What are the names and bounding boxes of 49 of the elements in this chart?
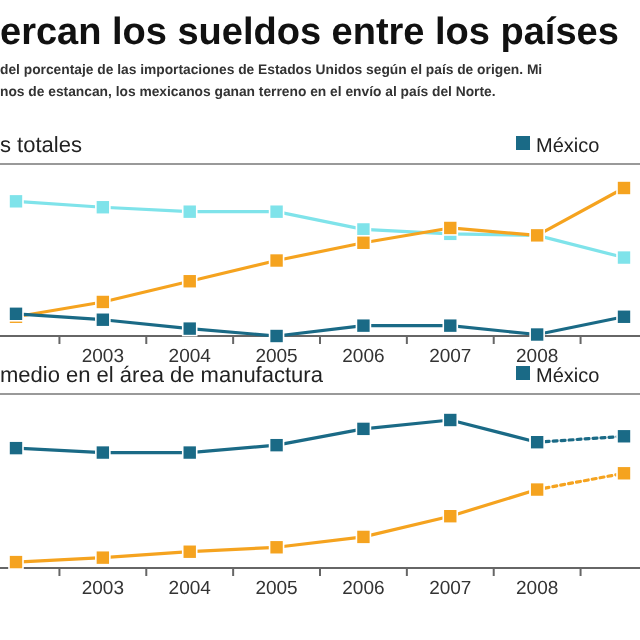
point — [268, 437, 285, 453]
point — [442, 317, 459, 334]
point — [529, 326, 545, 343]
x-tick-label: 2003 — [81, 346, 124, 368]
point — [8, 554, 24, 570]
point — [442, 220, 459, 236]
x-tick-label: 2007 — [429, 578, 472, 600]
point — [268, 539, 285, 556]
point — [181, 320, 198, 337]
point — [8, 440, 24, 456]
point — [8, 193, 24, 210]
x-tick-label: 2005 — [255, 578, 298, 600]
point — [268, 252, 285, 269]
point — [181, 203, 198, 220]
legend-label: México — [536, 366, 601, 388]
point — [268, 203, 285, 220]
point — [95, 199, 111, 216]
point — [616, 180, 632, 196]
text: medio en el área de manufactura — [0, 364, 325, 388]
point — [181, 273, 198, 290]
point — [268, 328, 285, 344]
point — [616, 308, 632, 325]
x-tick-label: 2007 — [429, 346, 472, 368]
x-tick-label: 2006 — [342, 578, 385, 600]
point — [355, 234, 372, 251]
legend-label: México — [536, 136, 601, 158]
point — [355, 421, 372, 437]
point — [616, 249, 632, 266]
x-tick-label: 2008 — [516, 346, 559, 368]
chart-title: ercan los sueldos entre los países — [0, 12, 619, 54]
x-tick-label: 2008 — [516, 578, 559, 600]
point — [95, 311, 111, 328]
point — [95, 549, 111, 566]
point — [95, 294, 111, 310]
x-tick-label: 2005 — [255, 346, 298, 368]
x-tick-label: 2004 — [168, 346, 211, 368]
point — [95, 444, 111, 461]
text: s totales — [0, 134, 83, 158]
x-tick-label: 2004 — [168, 578, 211, 600]
point — [355, 317, 372, 334]
x-tick-label: 2006 — [342, 346, 385, 368]
point — [181, 444, 198, 461]
point — [181, 543, 198, 560]
point — [616, 465, 632, 482]
x-tick-label: 2003 — [81, 578, 124, 600]
point — [442, 508, 459, 524]
point — [442, 412, 459, 428]
point — [616, 428, 632, 445]
point — [355, 529, 372, 545]
